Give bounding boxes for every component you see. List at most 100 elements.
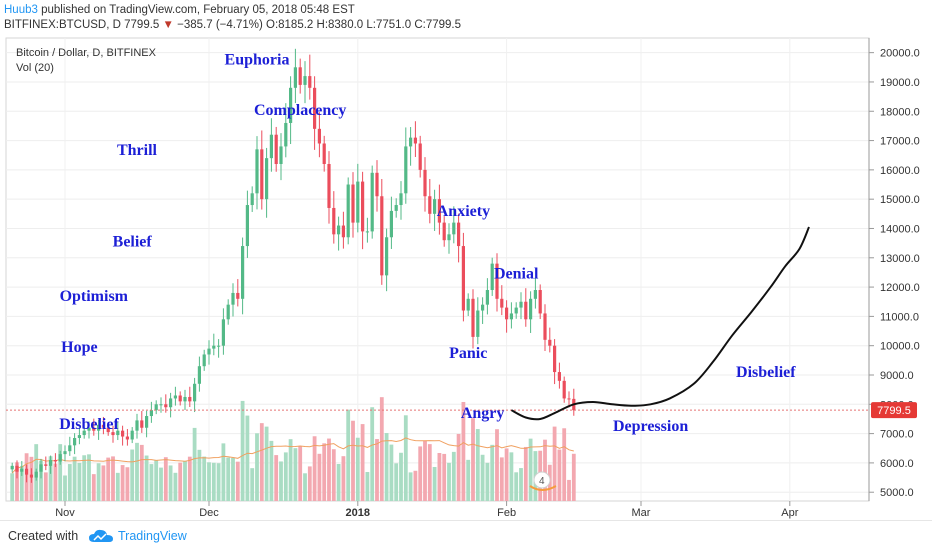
candle-body — [322, 143, 326, 165]
volume-bar — [115, 472, 120, 501]
volume-bar — [495, 429, 499, 501]
volume-bar — [351, 420, 355, 501]
candle-body — [380, 196, 384, 276]
volume-bar — [480, 454, 485, 501]
candle-body — [394, 205, 398, 211]
volume-bar — [163, 457, 168, 501]
annotation-label: Hope — [61, 339, 97, 356]
volume-bar — [274, 455, 279, 501]
volume-bar — [106, 457, 111, 501]
volume-bar — [365, 472, 370, 501]
tradingview-cloud-icon — [89, 529, 113, 542]
volume-bar — [418, 446, 423, 501]
candle-body — [519, 301, 523, 308]
volume-bar — [240, 400, 245, 501]
candle-body — [562, 380, 566, 399]
volume-bar — [346, 409, 351, 501]
candle-body — [63, 451, 67, 455]
volume-bar — [519, 468, 523, 501]
candle-body — [25, 468, 29, 475]
candle-body — [202, 354, 206, 367]
candle-body — [293, 67, 297, 88]
scroll-to-realtime-icon[interactable]: 4 — [529, 471, 557, 491]
y-tick-label: 16000.0 — [880, 165, 920, 177]
price-chart[interactable]: Disbelief Hope Optimism Belief Thrill Euphori… — [0, 36, 932, 520]
volume-bar — [394, 463, 399, 501]
volume-ma-line — [11, 437, 574, 474]
volume-bar — [72, 456, 77, 501]
volume-bar — [173, 472, 178, 501]
volume-bar — [288, 439, 293, 501]
volume-bar — [307, 466, 312, 501]
volume-bar — [447, 462, 451, 501]
y-tick-label: 15000.0 — [880, 194, 920, 206]
tradingview-link[interactable]: TradingView — [118, 529, 187, 543]
volume-bar — [264, 426, 269, 501]
author-link[interactable]: Huub3 — [4, 4, 38, 16]
candle-body — [183, 396, 187, 402]
candle-body — [485, 290, 489, 305]
candle-body — [308, 76, 312, 88]
candle-body — [298, 67, 302, 85]
candle-body — [197, 366, 201, 384]
candle-body — [159, 404, 163, 406]
candle-body — [317, 128, 321, 144]
volume-bar — [120, 465, 125, 501]
candle-body — [514, 307, 518, 314]
volume-bar — [298, 446, 303, 501]
candle-body — [269, 134, 273, 159]
volume-bar — [509, 452, 514, 501]
candle-body — [111, 432, 115, 436]
candle-body — [346, 184, 350, 238]
candle-body — [279, 146, 283, 165]
candle-body — [250, 193, 254, 206]
candle-body — [173, 395, 177, 399]
candle-body — [125, 436, 129, 440]
candle-body — [34, 471, 38, 478]
candle-body — [29, 474, 33, 478]
candle-body — [533, 290, 537, 299]
candle-body — [399, 193, 403, 206]
candle-body — [260, 149, 264, 200]
volume-bar — [293, 448, 298, 501]
candle-body — [231, 292, 235, 305]
annotation-label: Angry — [461, 405, 505, 422]
y-tick-label: 6000.0 — [880, 458, 914, 470]
candle-body — [457, 222, 461, 247]
candle-body — [154, 404, 158, 411]
chart-legend-title: Bitcoin / Dollar, D, BITFINEX — [16, 47, 157, 59]
candle-body — [341, 225, 345, 238]
volume-bar — [149, 464, 154, 501]
volume-bar — [475, 429, 480, 501]
volume-bar — [466, 459, 471, 501]
volume-bar — [235, 461, 240, 501]
volume-bar — [135, 442, 139, 501]
candle-body — [385, 237, 389, 276]
candle-body — [313, 87, 317, 129]
candle-body — [10, 465, 14, 470]
volume-bar — [360, 424, 365, 501]
y-tick-label: 10000.0 — [880, 341, 920, 353]
y-tick-label: 13000.0 — [880, 253, 920, 265]
candle-body — [337, 225, 341, 235]
volume-bar — [375, 439, 379, 501]
volume-bar — [461, 401, 466, 501]
candle-body — [327, 164, 331, 208]
volume-bar — [139, 444, 144, 501]
volume-bar — [207, 462, 211, 501]
volume-bar — [130, 449, 135, 501]
volume-bar — [96, 463, 101, 501]
volume-bar — [451, 451, 456, 501]
created-with-text: Created with — [8, 529, 79, 543]
candle-body — [77, 435, 81, 438]
annotation-label: Denial — [494, 266, 539, 283]
candle-body — [265, 158, 269, 200]
candle-body — [557, 372, 561, 381]
volume-bar — [427, 444, 432, 501]
candle-body — [92, 427, 96, 431]
volume-bar — [91, 474, 96, 501]
annotation-label: Thrill — [117, 142, 158, 159]
candle-body — [20, 468, 24, 472]
candle-body — [452, 222, 456, 235]
candle-body — [447, 234, 451, 241]
